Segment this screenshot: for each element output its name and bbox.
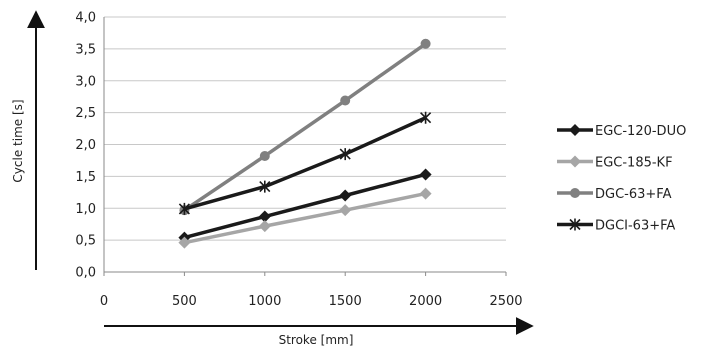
y-tick-label: 1,0 bbox=[75, 202, 96, 217]
legend-item: EGC-120-DUO bbox=[557, 124, 686, 139]
series-line bbox=[183, 42, 427, 212]
y-tick-label: 3,0 bbox=[75, 74, 96, 89]
legend-marker bbox=[569, 155, 581, 168]
y-tick-label: 4,0 bbox=[75, 11, 96, 26]
gridlines bbox=[104, 16, 506, 241]
data-point bbox=[420, 38, 431, 49]
legend-marker bbox=[570, 188, 580, 198]
series-egc-120-duo bbox=[178, 168, 432, 244]
data-point bbox=[259, 150, 270, 161]
series-egc-185-kf bbox=[178, 187, 432, 249]
y-tick-label: 3,5 bbox=[75, 42, 96, 57]
x-tick-label: 1500 bbox=[329, 294, 362, 309]
series-dgc-63-fa bbox=[179, 38, 431, 216]
series-line bbox=[183, 116, 427, 211]
y-tick-label: 2,5 bbox=[75, 106, 96, 121]
data-point bbox=[339, 189, 352, 202]
data-point bbox=[178, 202, 190, 215]
x-tick-label: 2500 bbox=[489, 294, 522, 309]
legend-marker bbox=[569, 218, 581, 231]
x-tick-label: 0 bbox=[100, 294, 108, 309]
legend-marker bbox=[569, 124, 581, 136]
legend-label: DGCI-63+FA bbox=[595, 219, 675, 234]
series-line bbox=[183, 172, 427, 240]
legend-label: EGC-120-DUO bbox=[595, 124, 686, 139]
x-tick-label: 500 bbox=[172, 294, 197, 309]
x-tick-label: 1000 bbox=[248, 294, 281, 309]
y-tick-label: 1,5 bbox=[75, 170, 96, 185]
legend-item: DGC-63+FA bbox=[557, 187, 672, 202]
legend-label: EGC-185-KF bbox=[595, 156, 673, 171]
axes bbox=[103, 17, 507, 276]
data-point bbox=[258, 210, 271, 223]
legend-label: DGC-63+FA bbox=[595, 187, 672, 202]
y-tick-labels: 0,0 0,5 1,0 1,5 2,0 2,5 3,0 3,5 4,0 bbox=[75, 11, 96, 281]
data-point bbox=[420, 111, 432, 124]
series-line bbox=[184, 191, 426, 245]
y-axis-title: Cycle time [s] bbox=[11, 99, 25, 182]
legend-item: EGC-185-KF bbox=[557, 155, 673, 171]
data-point bbox=[178, 236, 191, 249]
data-point bbox=[339, 148, 351, 161]
legend: EGC-120-DUO EGC-185-KF DGC-63+FA DGCI-63+FA bbox=[557, 124, 686, 234]
y-tick-label: 0,5 bbox=[75, 234, 96, 249]
y-tick-label: 2,0 bbox=[75, 138, 96, 153]
x-tick-label: 2000 bbox=[409, 294, 442, 309]
series-group bbox=[178, 38, 432, 249]
data-point bbox=[419, 168, 432, 181]
x-axis-title: Stroke [mm] bbox=[279, 333, 354, 347]
data-point bbox=[259, 180, 271, 193]
data-point bbox=[258, 220, 271, 233]
legend-item: DGCI-63+FA bbox=[557, 218, 675, 234]
series-dgci-63-fa bbox=[178, 111, 432, 215]
x-tick-labels: 0 500 1000 1500 2000 2500 bbox=[100, 294, 523, 309]
data-point bbox=[419, 187, 432, 200]
data-point bbox=[340, 95, 351, 106]
y-tick-label: 0,0 bbox=[75, 266, 96, 281]
data-point bbox=[339, 204, 352, 217]
